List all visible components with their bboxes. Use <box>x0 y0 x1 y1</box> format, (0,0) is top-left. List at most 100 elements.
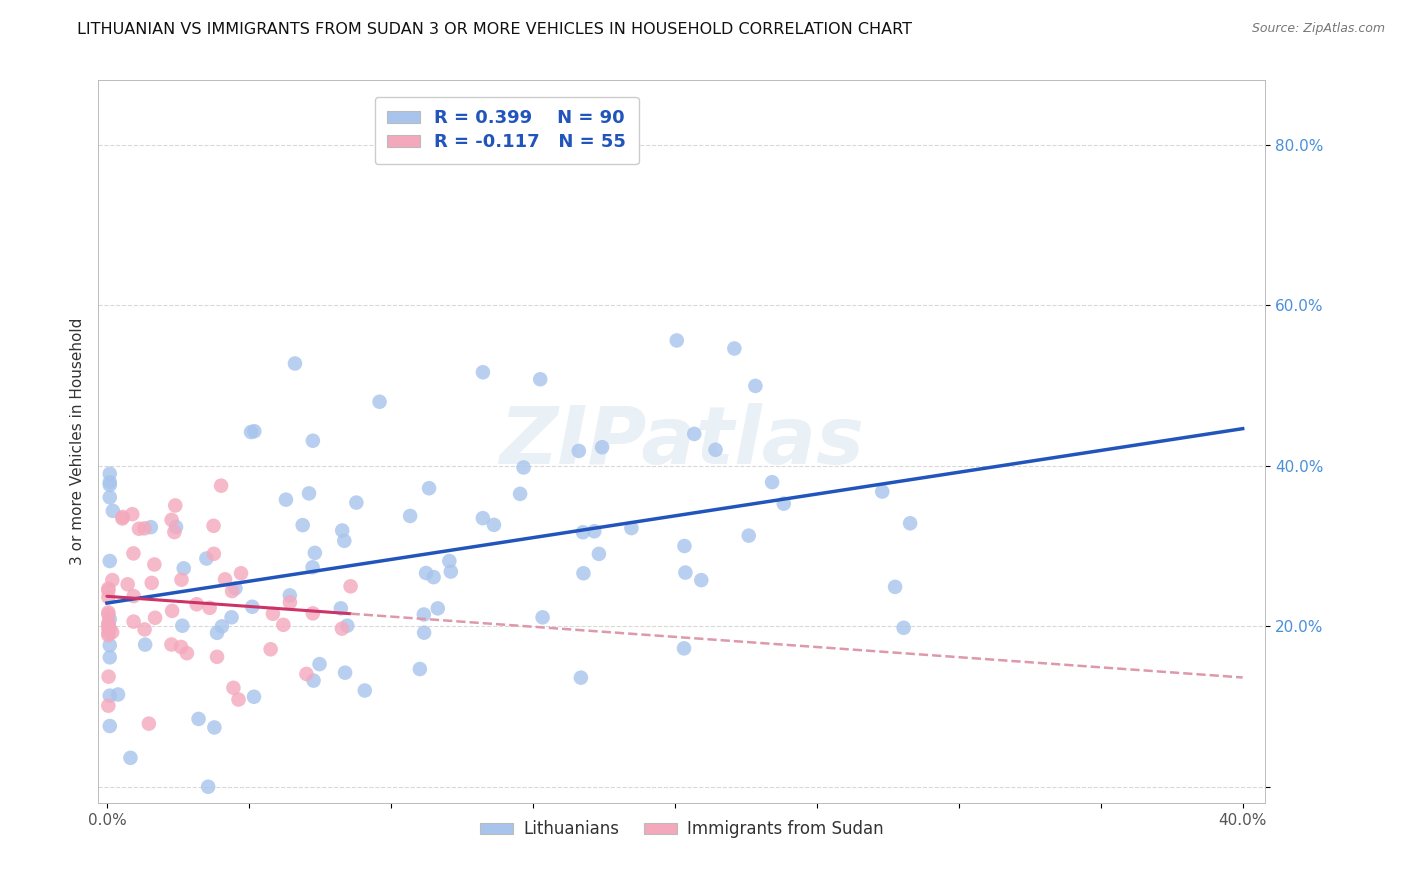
Point <box>301 560 323 574</box>
Point <box>101 625 124 640</box>
Point <box>738 528 761 542</box>
Point <box>98 475 121 489</box>
Point <box>221 584 243 599</box>
Point <box>98 719 121 733</box>
Point <box>412 607 434 622</box>
Point <box>569 671 592 685</box>
Point <box>588 547 610 561</box>
Point <box>97 583 120 598</box>
Point <box>308 657 330 672</box>
Point <box>884 580 907 594</box>
Point <box>439 554 461 568</box>
Point <box>160 604 183 618</box>
Point <box>426 601 449 615</box>
Point <box>259 642 281 657</box>
Point <box>165 499 187 513</box>
Point <box>240 425 263 439</box>
Point <box>98 554 121 568</box>
Point <box>301 607 323 621</box>
Point <box>122 546 145 560</box>
Point <box>97 670 120 684</box>
Point <box>98 638 121 652</box>
Text: ZIPatlas: ZIPatlas <box>499 402 865 481</box>
Point <box>228 692 250 706</box>
Point <box>304 546 326 560</box>
Point <box>97 628 120 642</box>
Point <box>97 606 120 620</box>
Point <box>139 520 162 534</box>
Point <box>893 621 915 635</box>
Point <box>198 600 221 615</box>
Point <box>122 615 145 629</box>
Point <box>170 640 193 654</box>
Point <box>187 712 209 726</box>
Point <box>97 698 120 713</box>
Point <box>186 597 208 611</box>
Point <box>243 690 266 704</box>
Point <box>761 475 783 490</box>
Point <box>336 618 359 632</box>
Point <box>683 426 706 441</box>
Y-axis label: 3 or more Vehicles in Household: 3 or more Vehicles in Household <box>69 318 84 566</box>
Point <box>209 478 232 492</box>
Point <box>482 517 505 532</box>
Point <box>262 607 284 621</box>
Point <box>278 588 301 602</box>
Point <box>165 520 187 534</box>
Point <box>195 551 218 566</box>
Point <box>512 460 534 475</box>
Point <box>101 504 124 518</box>
Point <box>339 579 361 593</box>
Point <box>418 481 440 495</box>
Point <box>197 780 219 794</box>
Point <box>97 607 120 622</box>
Point <box>98 612 121 626</box>
Point <box>329 601 352 615</box>
Point <box>97 618 120 632</box>
Point <box>163 524 186 539</box>
Point <box>97 625 120 640</box>
Point <box>229 566 252 581</box>
Point <box>97 621 120 635</box>
Point <box>128 522 150 536</box>
Legend: Lithuanians, Immigrants from Sudan: Lithuanians, Immigrants from Sudan <box>472 814 891 845</box>
Point <box>97 615 120 630</box>
Point <box>138 716 160 731</box>
Point <box>399 508 422 523</box>
Point <box>368 394 391 409</box>
Point <box>134 638 156 652</box>
Point <box>240 599 263 614</box>
Point <box>141 575 163 590</box>
Point <box>97 590 120 604</box>
Point <box>572 566 595 581</box>
Point <box>274 492 297 507</box>
Point <box>471 365 494 379</box>
Point <box>620 521 643 535</box>
Text: Source: ZipAtlas.com: Source: ZipAtlas.com <box>1251 22 1385 36</box>
Point <box>673 566 696 580</box>
Point <box>97 582 120 596</box>
Point <box>170 573 193 587</box>
Point <box>413 625 436 640</box>
Point <box>98 689 121 703</box>
Point <box>583 524 606 539</box>
Point <box>205 649 228 664</box>
Point <box>160 638 183 652</box>
Point <box>330 524 353 538</box>
Point <box>330 622 353 636</box>
Point <box>471 511 494 525</box>
Point <box>205 625 228 640</box>
Point <box>160 513 183 527</box>
Point <box>278 595 301 609</box>
Point <box>284 356 307 370</box>
Point <box>98 491 121 505</box>
Point <box>98 650 121 665</box>
Point <box>333 533 356 548</box>
Point <box>772 497 794 511</box>
Point <box>409 662 432 676</box>
Point <box>98 467 121 481</box>
Point <box>202 518 225 533</box>
Point <box>243 424 266 438</box>
Point <box>98 478 121 492</box>
Point <box>291 518 314 533</box>
